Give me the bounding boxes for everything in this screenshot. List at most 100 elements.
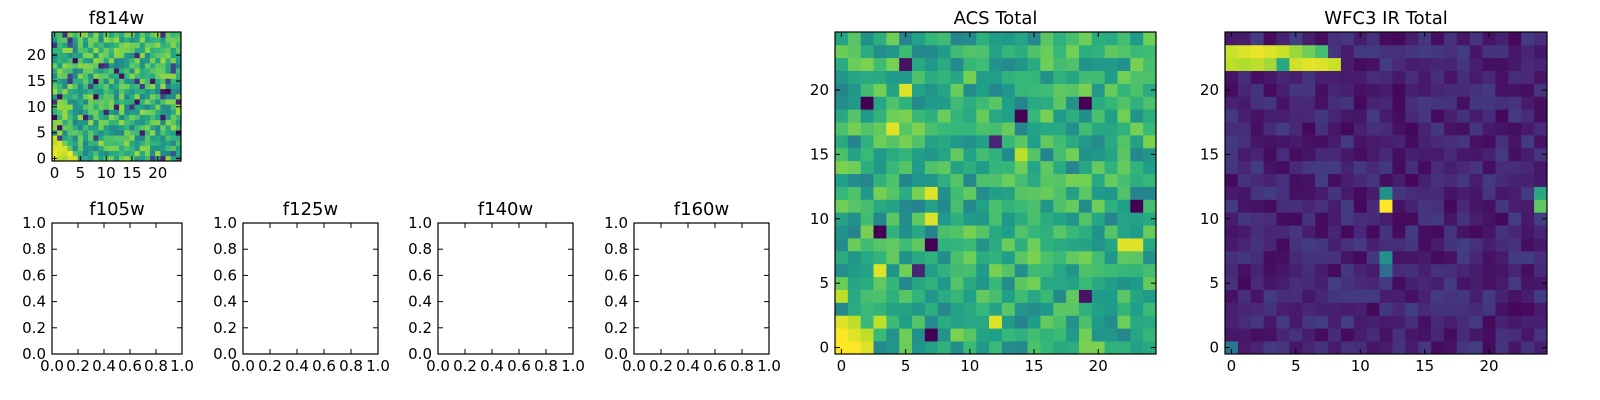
heatmap-cell: [899, 160, 913, 175]
heatmap-cell: [1469, 250, 1483, 265]
heatmap-cell: [108, 57, 115, 64]
heatmap-cell: [170, 124, 177, 131]
heatmap-cell: [1027, 263, 1041, 278]
heatmap-cell: [108, 32, 115, 38]
heatmap-cell: [1143, 135, 1157, 149]
heatmap-cell: [67, 47, 73, 53]
heatmap-cell: [1225, 276, 1239, 290]
heatmap-cell: [1091, 315, 1105, 329]
heatmap-cell: [1392, 70, 1406, 84]
heatmap-cell: [1263, 57, 1277, 71]
heatmap-cell: [1431, 44, 1445, 59]
heatmap-cell: [98, 47, 104, 53]
heatmap-cell: [72, 78, 79, 84]
heatmap-cell: [52, 62, 58, 69]
heatmap-cell: [108, 68, 115, 74]
heatmap-cell: [1104, 57, 1118, 71]
heatmap-cell: [1340, 341, 1355, 355]
wfc3-ir-total-cells: [1225, 32, 1548, 355]
y-tick-label: 0.4: [213, 293, 237, 311]
heatmap-cell: [1315, 250, 1329, 265]
heatmap-cell: [1456, 70, 1471, 84]
heatmap-cell: [1366, 44, 1380, 59]
heatmap-cell: [1053, 212, 1067, 226]
heatmap-cell: [1431, 83, 1445, 97]
heatmap-cell: [72, 99, 79, 105]
heatmap-cell: [1508, 238, 1522, 252]
heatmap-cell: [88, 130, 94, 136]
heatmap-cell: [160, 150, 166, 157]
heatmap-cell: [82, 57, 89, 64]
x-tick-label: 10: [97, 164, 116, 182]
x-tick-label: 0.4: [285, 357, 309, 375]
heatmap-cell: [57, 114, 63, 121]
heatmap-cell: [1078, 341, 1093, 355]
heatmap-cell: [72, 124, 79, 131]
heatmap-cell: [912, 83, 926, 97]
heatmap-cell: [108, 73, 115, 79]
heatmap-cell: [1091, 44, 1105, 59]
heatmap-cell: [950, 32, 964, 46]
heatmap-cell: [124, 140, 130, 146]
heatmap-cell: [144, 78, 151, 84]
heatmap-cell: [1521, 263, 1535, 278]
heatmap-cell: [129, 145, 135, 152]
heatmap-cell: [103, 124, 110, 131]
heatmap-cell: [1534, 225, 1548, 239]
heatmap-cell: [937, 341, 951, 355]
heatmap-cell: [1521, 173, 1535, 187]
heatmap-cell: [170, 99, 177, 105]
heatmap-cell: [899, 289, 913, 303]
acs-total-axes-frame: [834, 31, 1157, 355]
heatmap-cell: [1328, 70, 1342, 84]
x-tick-label: 0.2: [66, 357, 90, 375]
heatmap-cell: [1328, 32, 1342, 46]
heatmap-cell: [1225, 212, 1239, 226]
heatmap-cell: [1014, 147, 1028, 162]
heatmap-cell: [1340, 109, 1355, 123]
heatmap-cell: [1250, 57, 1264, 71]
heatmap-cell: [1379, 328, 1393, 342]
heatmap-cell: [139, 119, 146, 126]
heatmap-cell: [1302, 225, 1316, 239]
heatmap-cell: [976, 315, 990, 329]
heatmap-cell: [98, 88, 104, 95]
heatmap-cell: [175, 73, 182, 79]
heatmap-cell: [93, 62, 99, 69]
heatmap-cell: [1130, 250, 1144, 265]
heatmap-cell: [989, 173, 1003, 187]
heatmap-cell: [950, 341, 964, 355]
heatmap-cell: [847, 122, 862, 136]
heatmap-cell: [1091, 147, 1105, 162]
x-tick-label: 0.4: [480, 357, 504, 375]
heatmap-cell: [150, 47, 156, 53]
heatmap-cell: [119, 78, 125, 84]
heatmap-cell: [924, 186, 939, 200]
heatmap-cell: [139, 62, 146, 69]
heatmap-cell: [1302, 122, 1316, 136]
heatmap-cell: [52, 42, 58, 48]
heatmap-cell: [1040, 250, 1054, 265]
heatmap-cell: [1340, 122, 1355, 136]
heatmap-cell: [924, 225, 939, 239]
heatmap-cell: [873, 186, 887, 200]
heatmap-cell: [72, 57, 79, 64]
heatmap-cell: [1143, 225, 1157, 239]
heatmap-cell: [860, 302, 874, 316]
heatmap-cell: [139, 140, 146, 146]
heatmap-cell: [67, 155, 73, 162]
heatmap-cell: [129, 150, 135, 157]
heatmap-cell: [113, 42, 120, 48]
heatmap-cell: [924, 96, 939, 110]
heatmap-cell: [1104, 96, 1118, 110]
heatmap-cell: [1521, 70, 1535, 84]
heatmap-cell: [88, 155, 94, 162]
x-tick-label: 15: [1415, 357, 1434, 375]
heatmap-cell: [160, 57, 166, 64]
heatmap-cell: [1066, 250, 1080, 265]
heatmap-cell: [835, 109, 849, 123]
heatmap-cell: [1418, 186, 1432, 200]
heatmap-cell: [1091, 328, 1105, 342]
heatmap-cell: [937, 70, 951, 84]
